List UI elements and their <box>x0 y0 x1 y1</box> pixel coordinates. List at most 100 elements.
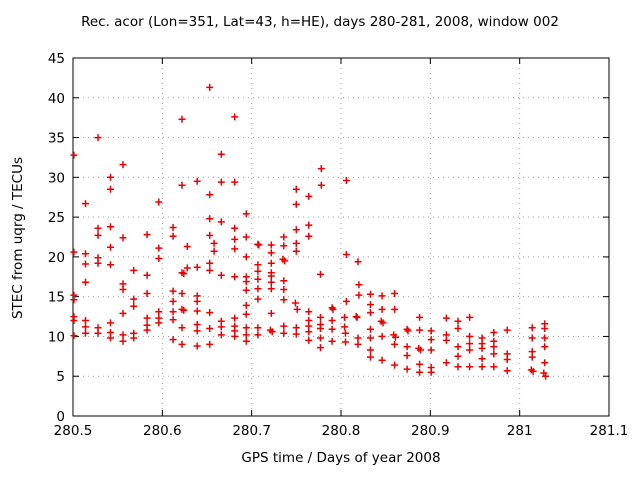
data-point-marker <box>183 264 191 272</box>
data-point-marker <box>305 336 313 344</box>
data-point-marker <box>466 346 474 354</box>
data-point-marker <box>454 343 462 351</box>
data-point-marker <box>317 313 324 321</box>
data-point-marker <box>169 308 177 316</box>
data-point-marker <box>254 285 262 293</box>
data-point-marker <box>107 319 114 327</box>
data-point-marker <box>254 295 262 303</box>
data-point-marker <box>354 334 362 342</box>
data-point-marker <box>292 239 300 247</box>
data-point-marker <box>169 316 177 324</box>
data-point-marker <box>528 334 536 342</box>
data-point-marker <box>206 266 214 274</box>
data-point-marker <box>427 327 435 335</box>
data-point-marker <box>280 277 288 285</box>
data-point-marker <box>155 198 163 206</box>
data-point-marker <box>427 368 435 376</box>
x-tick-label: 280.8 <box>322 423 361 439</box>
data-point-marker <box>180 270 188 278</box>
data-point-marker <box>242 310 250 318</box>
data-point-marker <box>178 290 186 297</box>
data-point-marker <box>119 337 127 345</box>
data-point-marker <box>217 178 225 186</box>
data-point-marker <box>178 181 186 189</box>
data-point-marker <box>242 210 250 218</box>
data-point-marker <box>107 261 114 269</box>
data-point-marker <box>155 308 163 316</box>
data-point-marker <box>206 309 214 317</box>
x-tick-label: 280.9 <box>411 423 450 439</box>
data-point-marker <box>94 259 102 267</box>
data-point-marker <box>206 83 214 91</box>
data-point-marker <box>217 331 225 339</box>
data-point-marker <box>403 325 411 333</box>
data-point-marker <box>416 360 424 368</box>
data-point-marker <box>342 329 349 337</box>
data-point-marker <box>94 224 102 232</box>
data-point-marker <box>254 240 262 248</box>
data-point-marker <box>94 231 102 239</box>
data-point-marker <box>466 340 474 348</box>
data-point-marker <box>155 255 163 262</box>
x-tick-label: 281.1 <box>590 423 629 439</box>
data-point-marker <box>416 326 424 334</box>
data-point-marker <box>417 346 424 354</box>
data-point-marker <box>354 258 362 266</box>
data-point-marker <box>528 324 536 332</box>
data-point-marker <box>391 305 399 313</box>
data-point-marker <box>305 308 313 316</box>
data-point-marker <box>541 343 549 351</box>
data-point-marker <box>305 221 313 229</box>
data-point-marker <box>107 334 114 342</box>
data-point-marker <box>107 223 114 231</box>
data-point-marker <box>169 232 177 240</box>
data-point-marker <box>206 215 214 223</box>
data-point-marker <box>378 292 386 300</box>
data-point-marker <box>317 344 324 352</box>
data-point-marker <box>328 317 336 324</box>
data-point-marker <box>231 113 239 121</box>
x-tick-label: 280.6 <box>143 423 182 439</box>
data-point-marker <box>254 261 262 269</box>
data-point-marker <box>355 281 363 289</box>
data-point-marker <box>231 178 239 186</box>
data-point-marker <box>94 329 102 337</box>
data-point-marker <box>70 248 78 256</box>
data-point-marker <box>379 319 387 327</box>
data-point-marker <box>292 324 300 332</box>
data-point-marker <box>291 299 299 307</box>
data-point-marker <box>130 334 138 342</box>
data-point-marker <box>367 290 374 298</box>
data-point-marker <box>292 226 300 234</box>
data-point-marker <box>178 324 186 332</box>
data-point-marker <box>355 291 363 299</box>
data-point-marker <box>427 346 435 354</box>
data-point-marker <box>317 181 325 189</box>
data-point-marker <box>231 273 239 281</box>
data-point-marker <box>82 250 89 258</box>
data-point-marker <box>267 285 275 293</box>
x-tick-label: 280.7 <box>232 423 271 439</box>
data-point-marker <box>206 325 214 332</box>
data-point-marker <box>490 329 498 336</box>
data-point-marker <box>242 324 250 332</box>
y-tick-label: 10 <box>48 329 65 345</box>
data-point-marker <box>254 275 262 283</box>
data-point-marker <box>528 353 536 361</box>
data-point-marker <box>267 249 275 257</box>
data-point-marker <box>155 319 163 327</box>
x-axis-label: GPS time / Days of year 2008 <box>241 450 441 466</box>
data-point-marker <box>292 185 300 193</box>
data-point-marker <box>416 368 424 376</box>
data-point-marker <box>391 290 399 297</box>
data-point-marker <box>242 278 250 286</box>
data-point-marker <box>416 313 424 321</box>
x-tick-label: 280.5 <box>54 423 93 439</box>
data-point-marker <box>119 309 127 317</box>
data-point-marker <box>143 231 151 239</box>
data-point-marker <box>130 266 138 274</box>
data-point-marker <box>82 323 89 331</box>
data-point-marker <box>231 235 239 243</box>
data-point-marker <box>119 331 127 339</box>
